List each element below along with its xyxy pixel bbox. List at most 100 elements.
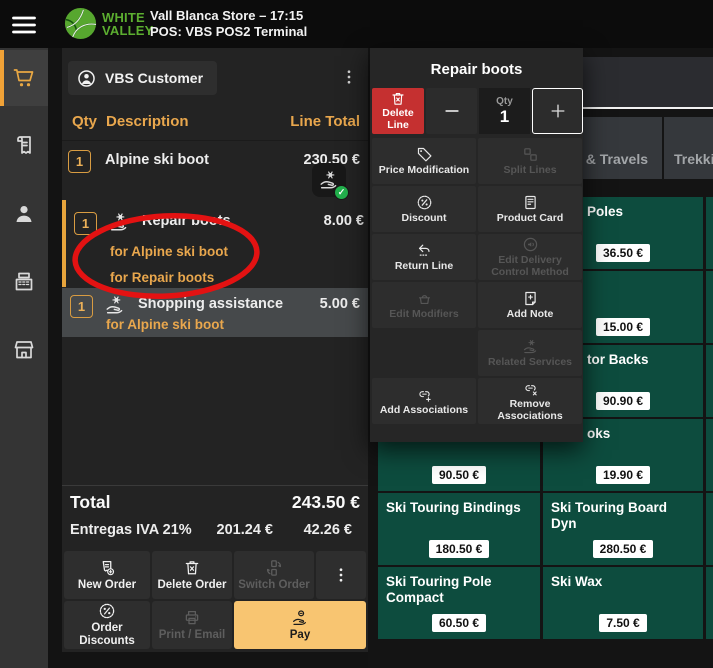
pos-line: POS: VBS POS2 Terminal (150, 24, 307, 40)
product-name: Ski Touring Board Dyn (543, 493, 703, 531)
return-line-button[interactable]: Return Line (372, 234, 476, 280)
note-icon (522, 290, 539, 307)
new-order-button[interactable]: New Order (64, 551, 150, 599)
discount-icon (98, 602, 116, 620)
person-icon (12, 202, 36, 226)
product-tile[interactable]: P (706, 271, 713, 343)
line-name: Shopping assistance (138, 296, 283, 312)
switch-order-button[interactable]: Switch Order (234, 551, 314, 599)
order-line-repair[interactable]: 1 Repair boots 8.00 € for Alpine ski boo… (62, 200, 372, 287)
hand-gear-icon (108, 211, 130, 233)
order-discounts-button[interactable]: Order Discounts (64, 601, 150, 649)
split-lines-button[interactable]: Split Lines (478, 138, 582, 184)
more-actions-button[interactable] (316, 551, 366, 599)
pos-app: WHITE VALLEY Vall Blanca Store – 17:15 P… (0, 0, 713, 668)
edit-delivery-control-method-button[interactable]: Edit Delivery Control Method (478, 234, 582, 280)
switch-icon (265, 559, 283, 577)
line-actions-popup: Repair boots Delete Line Qty 1 Price Mod… (370, 48, 583, 442)
order-panel: VBS Customer Qty Description Line Total … (62, 48, 368, 652)
related-services-button[interactable]: Related Services (478, 330, 582, 376)
product-tile[interactable]: Ski Touring Board Dyn280.50 € (543, 493, 703, 565)
sidebar (0, 48, 48, 668)
remove-associations-button[interactable]: Remove Associations (478, 378, 582, 424)
pay-button[interactable]: Pay (234, 601, 366, 649)
product-tile[interactable]: S (706, 567, 713, 639)
minus-icon (442, 101, 462, 121)
product-price: 90.50 € (378, 466, 540, 484)
total-label: Total (70, 492, 111, 513)
popup-title: Repair boots (370, 56, 583, 82)
product-price: 7.50 € (543, 614, 703, 632)
sidebar-item-register[interactable] (0, 254, 48, 310)
menu-icon[interactable] (10, 11, 38, 37)
qty-increase-button[interactable] (532, 88, 583, 134)
add-associations-button[interactable]: Add Associations (372, 378, 476, 424)
tag-icon (416, 146, 433, 163)
store-line: Vall Blanca Store – 17:15 (150, 8, 307, 24)
printer-icon (183, 609, 201, 627)
delete-line-button[interactable]: Delete Line (372, 88, 424, 134)
divider (62, 485, 368, 486)
action-label: Related Services (488, 357, 572, 369)
product-name: S (706, 567, 713, 590)
register-icon (12, 270, 36, 294)
split-icon (522, 146, 539, 163)
sidebar-item-store[interactable] (0, 322, 48, 378)
product-tile[interactable]: S (706, 419, 713, 491)
button-label: Order Discounts (66, 622, 148, 647)
sidebar-item-orders[interactable] (0, 50, 48, 106)
qty-badge: 1 (68, 150, 91, 173)
product-name: Ski Touring Bindings (378, 493, 540, 516)
top-bar: WHITE VALLEY Vall Blanca Store – 17:15 P… (0, 0, 713, 48)
customer-row: VBS Customer (62, 48, 368, 105)
card-icon (522, 194, 539, 211)
button-label: Delete Order (157, 579, 226, 592)
print-email-button[interactable]: Print / Email (152, 601, 232, 649)
action-label: Edit Modifiers (389, 309, 458, 321)
button-label: Pay (290, 629, 310, 642)
check-icon (334, 185, 349, 200)
product-name: P (706, 345, 713, 368)
new-order-icon (98, 559, 116, 577)
qty-value: 1 (500, 107, 509, 127)
product-tile[interactable]: S (706, 493, 713, 565)
action-label: Remove Associations (482, 399, 578, 423)
action-label: Return Line (395, 261, 453, 273)
product-card-button[interactable]: Product Card (478, 186, 582, 232)
service-check-badge (312, 163, 346, 197)
customer-button[interactable]: VBS Customer (68, 61, 217, 95)
product-name: A (706, 197, 713, 220)
sidebar-item-customers[interactable] (0, 186, 48, 242)
order-column-headers: Qty Description Line Total (62, 105, 368, 141)
order-line-alpine[interactable]: 1 Alpine ski boot 230.50 € (62, 140, 368, 198)
kebab-icon (332, 566, 350, 584)
category-tab[interactable]: Trekking a (664, 117, 713, 179)
qty-label: Qty (496, 96, 513, 107)
action-label: Edit Delivery Control Method (482, 255, 578, 279)
order-line-shopping[interactable]: 1 Shopping assistance 5.00 € for Alpine … (62, 288, 368, 337)
action-label: Price Modification (379, 165, 469, 177)
qty-decrease-button[interactable] (426, 88, 477, 134)
product-tile[interactable]: Ski Wax7.50 € (543, 567, 703, 639)
product-tile[interactable]: Ski Touring Pole Compact60.50 € (378, 567, 540, 639)
add-note-button[interactable]: Add Note (478, 282, 582, 328)
customer-menu-icon[interactable] (338, 63, 360, 91)
product-tile[interactable]: Ski Touring Bindings180.50 € (378, 493, 540, 565)
product-tile[interactable]: P (706, 345, 713, 417)
discount-button[interactable]: Discount (372, 186, 476, 232)
order-actions: New Order Delete Order Switch Order Order D… (64, 551, 366, 649)
total-value: 243.50 € (292, 492, 360, 513)
plus-icon (548, 101, 568, 121)
link-plus-icon (416, 386, 433, 403)
hand-gear-icon (522, 338, 539, 355)
basket-icon (416, 290, 433, 307)
edit-modifiers-button[interactable]: Edit Modifiers (372, 282, 476, 328)
tax-label: Entregas IVA 21% (70, 522, 192, 538)
price-modification-button[interactable]: Price Modification (372, 138, 476, 184)
product-tile[interactable]: A (706, 197, 713, 269)
sidebar-item-receipts[interactable] (0, 118, 48, 174)
association-subline: for Alpine ski boot (106, 317, 224, 332)
receipt-icon (12, 134, 36, 158)
delete-order-button[interactable]: Delete Order (152, 551, 232, 599)
qty-display: Qty 1 (479, 88, 530, 134)
